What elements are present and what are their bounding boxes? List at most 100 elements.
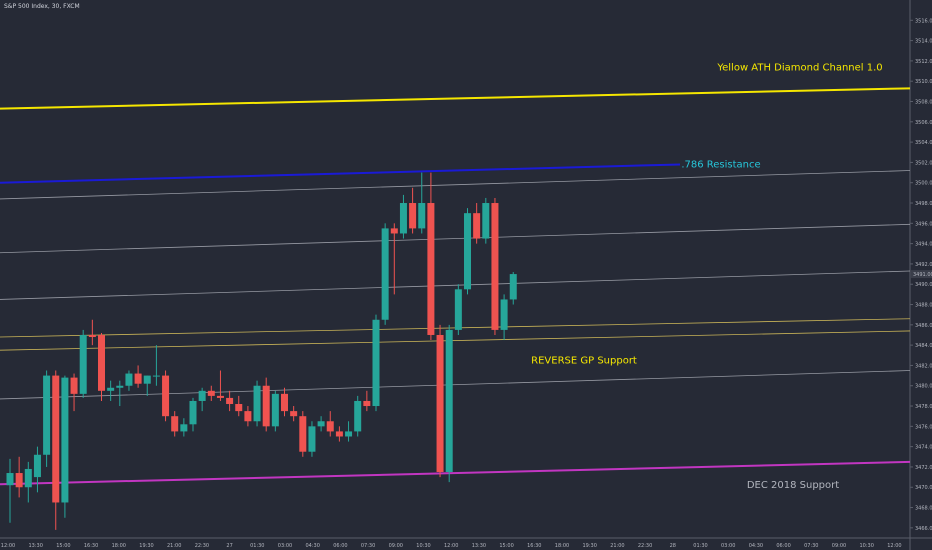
trendline	[0, 223, 911, 254]
candle-body	[464, 213, 471, 290]
candle-body	[79, 334, 87, 394]
x-tick-label: 01:30	[250, 543, 264, 549]
candle-body	[262, 385, 270, 427]
candle-body	[473, 213, 481, 239]
y-tick-label: 3470.00	[915, 485, 932, 491]
candle-body	[198, 390, 206, 401]
candle-body	[216, 395, 224, 398]
y-tick-label: 3506.00	[915, 120, 932, 126]
candle-body	[143, 375, 151, 384]
y-tick-label: 3480.00	[915, 384, 932, 390]
y-tick-label: 3502.00	[915, 160, 932, 166]
x-tick-label: 12:00	[444, 543, 458, 549]
candle-body	[235, 404, 243, 412]
x-tick-label: 06:00	[776, 543, 790, 549]
candle-body	[253, 385, 261, 422]
x-tick-label: 19:30	[582, 543, 596, 549]
trendline	[0, 370, 911, 400]
candle-body	[162, 375, 170, 417]
candle-body	[399, 203, 407, 234]
candle-body	[381, 228, 389, 320]
y-tick-label: 3496.00	[915, 221, 932, 227]
y-tick-label: 3508.00	[915, 100, 932, 106]
chart-title: S&P 500 Index, 30, FXCM	[4, 3, 80, 10]
x-tick-label: 03:00	[278, 543, 292, 549]
candle-body	[354, 400, 362, 432]
candle-body	[52, 375, 60, 503]
candle-body	[445, 329, 453, 473]
x-tick-label: 13:30	[28, 543, 42, 549]
candle-body	[189, 400, 197, 425]
candle-body	[317, 421, 325, 427]
candle-body	[61, 377, 69, 503]
candle-body	[6, 473, 14, 486]
candle-body	[33, 454, 41, 478]
x-tick-label: 16:30	[84, 543, 98, 549]
candle-body	[299, 416, 307, 452]
y-tick-label: 3514.00	[915, 39, 932, 45]
y-tick-label: 3468.00	[915, 506, 932, 512]
candle-body	[409, 203, 417, 229]
candle-body	[15, 473, 23, 488]
resistance-label: .786 Resistance	[681, 159, 760, 170]
candle-body	[226, 397, 234, 405]
x-tick-label: 16:30	[527, 543, 541, 549]
x-tick-label: 07:30	[804, 543, 818, 549]
x-tick-label: 18:00	[112, 543, 126, 549]
x-tick-label: 19:30	[139, 543, 153, 549]
candle-body	[207, 390, 215, 396]
y-tick-label: 3500.00	[915, 181, 932, 187]
candle-body	[70, 377, 78, 394]
dec-support-label: DEC 2018 Support	[747, 480, 839, 491]
resistance-line	[0, 163, 681, 184]
dec-support-line	[0, 460, 911, 486]
candle-body	[509, 274, 517, 300]
x-tick-label: 22:30	[638, 543, 652, 549]
y-tick-label: 3498.00	[915, 201, 932, 207]
candle-body	[116, 385, 124, 388]
candle-body	[345, 431, 353, 437]
candle-body	[134, 373, 142, 384]
x-tick-label: 01:30	[693, 543, 707, 549]
trendline	[0, 170, 911, 200]
y-tick-label: 3474.00	[915, 445, 932, 451]
y-tick-label: 3472.00	[915, 465, 932, 471]
candle-body	[43, 375, 51, 455]
x-tick-label: 21:00	[167, 543, 181, 549]
candle-body	[125, 373, 133, 386]
candle-body	[326, 421, 334, 432]
y-tick-label: 3486.00	[915, 323, 932, 329]
candle-body	[372, 319, 380, 407]
y-tick-label: 3482.00	[915, 363, 932, 369]
candle-body	[436, 334, 444, 473]
candle-body	[482, 203, 490, 239]
candle-body	[107, 387, 115, 391]
candle-body	[335, 431, 343, 437]
x-tick-label: 22:30	[195, 543, 209, 549]
y-tick-label: 3466.00	[915, 526, 932, 532]
x-tick-label: 12:00	[887, 543, 901, 549]
y-tick-label: 3492.00	[915, 262, 932, 268]
x-tick-label: 10:30	[416, 543, 430, 549]
candle-body	[180, 424, 188, 432]
y-tick-label: 3512.00	[915, 59, 932, 65]
candle-body	[171, 416, 179, 432]
x-tick-label: 03:00	[721, 543, 735, 549]
candle-body	[418, 203, 426, 229]
y-tick-label: 3494.00	[915, 242, 932, 248]
y-tick-label: 3490.00	[915, 282, 932, 288]
gp-support-label: REVERSE GP Support	[531, 355, 637, 366]
x-tick-label: 21:00	[610, 543, 624, 549]
gp-support-line	[0, 330, 911, 351]
candle-body	[390, 228, 398, 234]
x-tick-label: 09:00	[832, 543, 846, 549]
candle-body	[363, 400, 371, 407]
candle-body	[244, 411, 252, 422]
y-tick-label: 3504.00	[915, 140, 932, 146]
candle-body	[427, 203, 435, 335]
candle-body	[88, 334, 96, 338]
y-tick-label: 3516.00	[915, 18, 932, 24]
x-tick-label: 04:30	[305, 543, 319, 549]
candle-body	[491, 203, 499, 330]
